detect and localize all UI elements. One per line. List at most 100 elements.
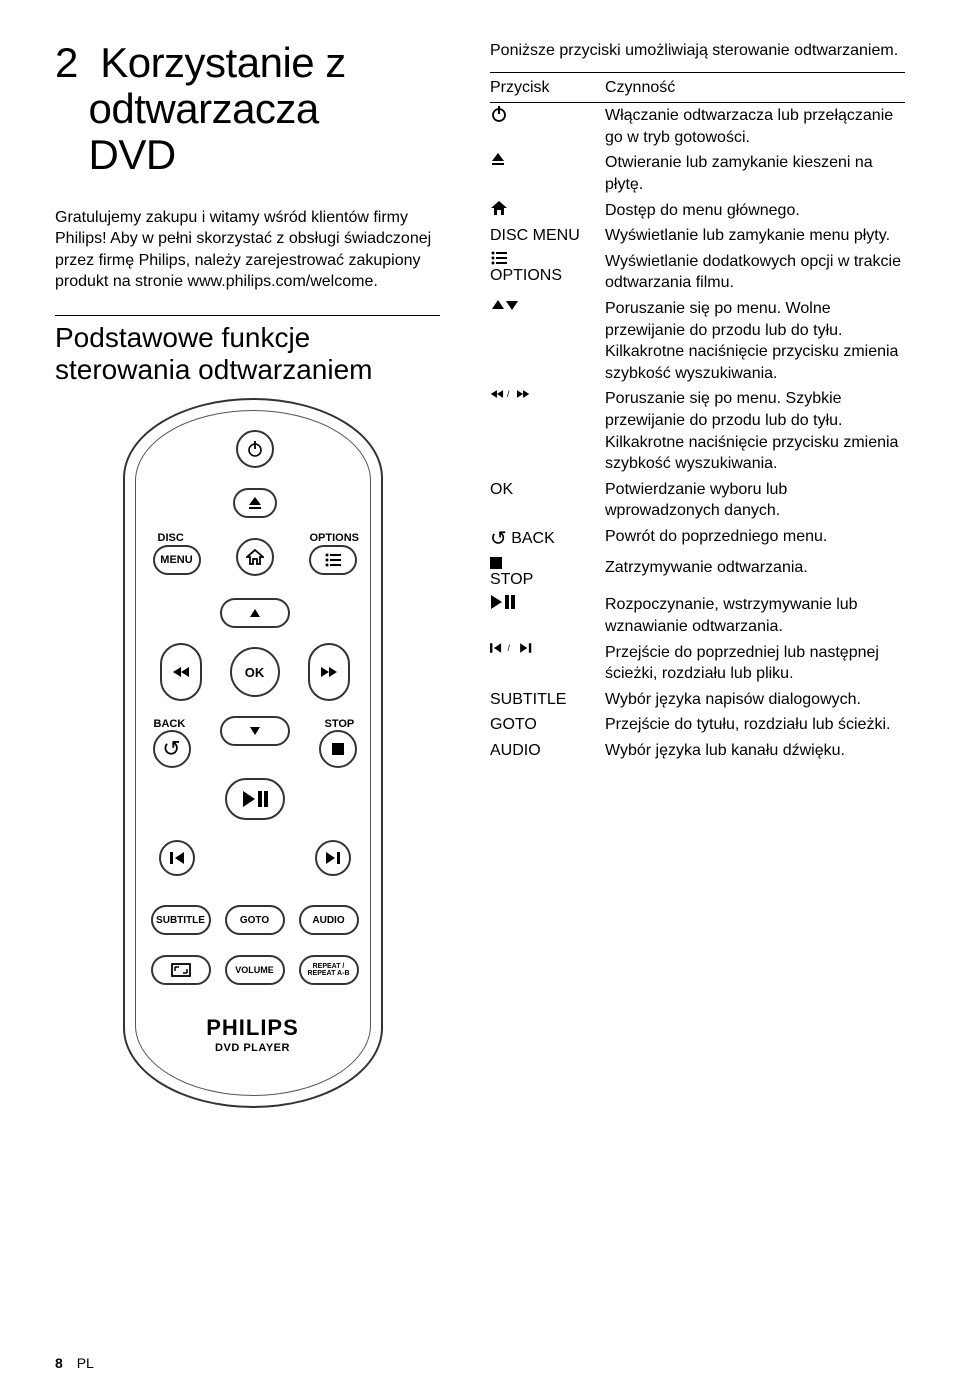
button-cell bbox=[490, 592, 605, 639]
table-row: Rozpoczynanie, wstrzymywanie lub wznawia… bbox=[490, 592, 905, 639]
action-cell: Poruszanie się po menu. Szybkie przewija… bbox=[605, 386, 905, 476]
th-action: Czynność bbox=[605, 72, 905, 103]
button-label: STOP bbox=[490, 571, 533, 588]
table-row: Dostęp do menu głównego. bbox=[490, 198, 905, 224]
repeat-l2: REPEAT A-B bbox=[308, 970, 350, 978]
button-function-table: Przycisk Czynność Włączanie odtwarzacza … bbox=[490, 72, 905, 764]
action-cell: Otwieranie lub zamykanie kieszeni na pły… bbox=[605, 150, 905, 197]
brand-logo: PHILIPS bbox=[125, 1015, 381, 1041]
page-lang: PL bbox=[77, 1355, 94, 1371]
page-number: 8 bbox=[55, 1355, 63, 1371]
stop-button[interactable] bbox=[319, 730, 357, 768]
table-row: Otwieranie lub zamykanie kieszeni na pły… bbox=[490, 150, 905, 197]
play-pause-icon bbox=[242, 790, 268, 808]
action-cell: Potwierdzanie wyboru lub wprowadzonych d… bbox=[605, 477, 905, 524]
right-column: Poniższe przyciski umożliwiają sterowani… bbox=[490, 40, 905, 764]
prev-icon bbox=[170, 852, 184, 864]
title-l3: DVD bbox=[89, 131, 176, 178]
playpause-icon bbox=[490, 594, 605, 610]
section-heading: Podstawowe funkcje sterowania odtwarzani… bbox=[55, 315, 440, 386]
play-pause-button[interactable] bbox=[225, 778, 285, 820]
table-row: Poruszanie się po menu. Wolne przewijani… bbox=[490, 296, 905, 386]
ok-button[interactable]: OK bbox=[230, 647, 280, 697]
button-cell: OPTIONS bbox=[490, 249, 605, 296]
action-cell: Przejście do tytułu, rozdziału lub ścież… bbox=[605, 712, 905, 738]
screen-fit-button[interactable] bbox=[151, 955, 211, 985]
title-l1: Korzystanie z bbox=[100, 39, 346, 86]
audio-button[interactable]: AUDIO bbox=[299, 905, 359, 935]
updown-icon bbox=[490, 298, 605, 312]
table-row: Włączanie odtwarzacza lub przełączanie g… bbox=[490, 103, 905, 151]
button-cell: AUDIO bbox=[490, 738, 605, 764]
repeat-button[interactable]: REPEAT / REPEAT A-B bbox=[299, 955, 359, 985]
button-cell: OK bbox=[490, 477, 605, 524]
th-button: Przycisk bbox=[490, 72, 605, 103]
nav-rew-button[interactable] bbox=[160, 643, 202, 701]
button-cell: GOTO bbox=[490, 712, 605, 738]
action-cell: Włączanie odtwarzacza lub przełączanie g… bbox=[605, 103, 905, 151]
stop-label: STOP bbox=[325, 718, 355, 730]
right-intro: Poniższe przyciski umożliwiają sterowani… bbox=[490, 40, 905, 62]
button-label: OPTIONS bbox=[490, 267, 562, 284]
table-row: OKPotwierdzanie wyboru lub wprowadzonych… bbox=[490, 477, 905, 524]
options-icon bbox=[490, 251, 605, 265]
remote-control: DISC MENU OPTIONS OK BACK ↺ STOP bbox=[123, 398, 383, 1108]
button-cell: STOP bbox=[490, 555, 605, 593]
button-cell: / bbox=[490, 386, 605, 476]
nav-up-button[interactable] bbox=[220, 598, 290, 628]
table-row: /Przejście do poprzedniej lub następnej … bbox=[490, 640, 905, 687]
back-icon: ↺ bbox=[490, 530, 507, 547]
intro-paragraph: Gratulujemy zakupu i witamy wśród klient… bbox=[55, 207, 440, 293]
options-button[interactable] bbox=[309, 545, 357, 575]
page-footer: 8 PL bbox=[55, 1355, 94, 1371]
disc-label: DISC bbox=[158, 532, 184, 544]
next-button[interactable] bbox=[315, 840, 351, 876]
title-l2: odtwarzacza bbox=[89, 85, 319, 132]
table-header: Przycisk Czynność bbox=[490, 72, 905, 103]
nav-ff-button[interactable] bbox=[308, 643, 350, 701]
prevnext-icon: / bbox=[490, 642, 605, 654]
button-label: BACK bbox=[507, 530, 555, 547]
subtitle-button[interactable]: SUBTITLE bbox=[151, 905, 211, 935]
power-icon bbox=[246, 440, 264, 458]
goto-button[interactable]: GOTO bbox=[225, 905, 285, 935]
home-button[interactable] bbox=[236, 538, 274, 576]
table-row: SUBTITLEWybór języka napisów dialogowych… bbox=[490, 687, 905, 713]
back-button[interactable]: ↺ bbox=[153, 730, 191, 768]
button-cell: DISC MENU bbox=[490, 223, 605, 249]
fastforward-icon bbox=[320, 666, 338, 678]
screen-fit-icon bbox=[171, 963, 191, 977]
eject-icon bbox=[247, 496, 263, 510]
left-column: 2 Korzystanie z odtwarzacza DVD Gratuluj… bbox=[55, 40, 450, 1108]
title-number: 2 bbox=[55, 39, 78, 86]
table-row: OPTIONS Wyświetlanie dodatkowych opcji w … bbox=[490, 249, 905, 296]
prev-button[interactable] bbox=[159, 840, 195, 876]
action-cell: Wybór języka lub kanału dźwięku. bbox=[605, 738, 905, 764]
rewff-icon: / bbox=[490, 388, 605, 400]
stop-icon bbox=[332, 743, 344, 755]
chevron-down-icon bbox=[249, 726, 261, 736]
rewind-icon bbox=[172, 666, 190, 678]
action-cell: Wyświetlanie lub zamykanie menu płyty. bbox=[605, 223, 905, 249]
action-cell: Wyświetlanie dodatkowych opcji w trakcie… bbox=[605, 249, 905, 296]
eject-icon bbox=[490, 152, 605, 166]
options-label: OPTIONS bbox=[310, 532, 360, 544]
dvd-player-label: DVD PLAYER bbox=[125, 1042, 381, 1054]
home-icon bbox=[246, 549, 264, 565]
volume-button[interactable]: VOLUME bbox=[225, 955, 285, 985]
action-cell: Dostęp do menu głównego. bbox=[605, 198, 905, 224]
back-label: BACK bbox=[154, 718, 186, 730]
eject-button[interactable] bbox=[233, 488, 277, 518]
action-cell: Powrót do poprzedniego menu. bbox=[605, 524, 905, 555]
heading-l2: sterowania odtwarzaniem bbox=[55, 354, 373, 385]
action-cell: Poruszanie się po menu. Wolne przewijani… bbox=[605, 296, 905, 386]
button-cell: ↺ BACK bbox=[490, 524, 605, 555]
table-row: /Poruszanie się po menu. Szybkie przewij… bbox=[490, 386, 905, 476]
chevron-up-icon bbox=[249, 608, 261, 618]
nav-down-button[interactable] bbox=[220, 716, 290, 746]
button-cell: / bbox=[490, 640, 605, 687]
menu-button[interactable]: MENU bbox=[153, 545, 201, 575]
power-button[interactable] bbox=[236, 430, 274, 468]
home-icon bbox=[490, 200, 605, 216]
button-cell bbox=[490, 198, 605, 224]
